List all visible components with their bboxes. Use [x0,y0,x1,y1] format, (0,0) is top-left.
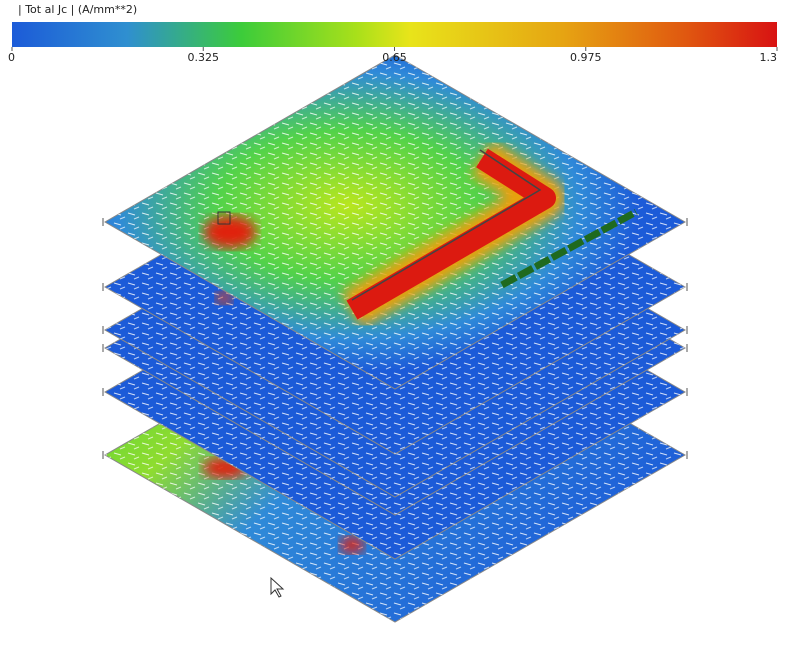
colorbar-title: | Tot al Jc | (A/mm**2) [18,3,137,16]
marking [500,208,638,289]
colorbar-tick-label: 0.975 [570,51,602,64]
hot-spot [204,216,256,248]
colorbar [12,22,777,47]
via [217,211,231,225]
trace-outline [351,149,542,301]
colorbar-tick-label: 0.65 [382,51,407,64]
mouse-cursor [270,576,285,598]
hot-spot [216,292,232,304]
colorbar-tick-label: 1.3 [760,51,778,64]
layer-stack [102,54,688,623]
hot-spot [340,537,364,553]
colorbar-tick-label: 0.325 [188,51,220,64]
trace-hot [346,148,556,320]
vector-arrows [105,55,685,389]
colorbar-tick-label: 0 [8,51,15,64]
